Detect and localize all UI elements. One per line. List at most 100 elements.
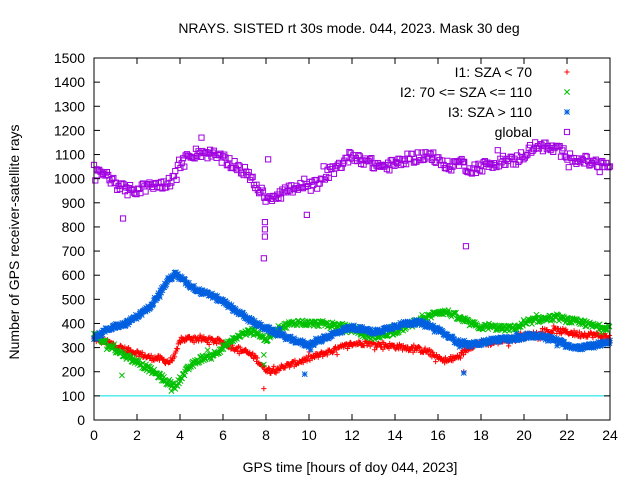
- series-1-point: [394, 342, 400, 348]
- series-4-point: [355, 152, 362, 159]
- series-1-point: [148, 352, 154, 358]
- series-4-point: [204, 155, 211, 162]
- series-4-outlier: [460, 158, 467, 165]
- series-4-point: [181, 163, 188, 170]
- series-1-point: [265, 365, 272, 371]
- series-4-point: [366, 156, 374, 163]
- series-1-point: [420, 349, 427, 356]
- series-4-point: [338, 164, 345, 171]
- series-4-point: [277, 195, 285, 202]
- plot-area: [90, 134, 614, 394]
- series-4-point: [231, 157, 238, 165]
- legend-marker: [564, 89, 570, 95]
- series-4-point: [418, 149, 425, 156]
- series-1-point: [174, 346, 181, 352]
- series-4-point: [444, 157, 451, 164]
- series-1-point: [203, 335, 209, 342]
- series-1-point: [430, 349, 436, 355]
- series-4-point: [368, 155, 375, 162]
- y-tick-label: 200: [62, 364, 86, 380]
- y-tick-label: 300: [62, 340, 86, 356]
- series-4-point: [583, 153, 590, 160]
- legend-marker: [564, 109, 570, 115]
- series-1-point: [433, 359, 439, 365]
- series-4-point: [559, 147, 566, 154]
- series-4-point: [346, 148, 353, 156]
- x-tick-label: 4: [176, 427, 184, 443]
- series-4-point: [479, 168, 486, 175]
- x-tick-label: 14: [387, 427, 403, 443]
- series-1-point: [457, 355, 464, 361]
- series-1-outlier: [261, 386, 267, 392]
- series-1-point: [271, 363, 277, 369]
- series-4-point: [259, 187, 267, 194]
- series-1-point: [594, 330, 600, 336]
- series-1-point: [557, 326, 564, 332]
- series-1-point: [460, 352, 467, 358]
- series-1-point: [273, 370, 279, 376]
- series-1-point: [433, 352, 439, 358]
- series-4-point: [210, 147, 218, 154]
- series-1-point: [417, 345, 423, 351]
- series-4-point: [222, 154, 229, 161]
- series-4-point: [448, 167, 455, 174]
- series-4-point: [142, 188, 149, 195]
- series-4-point: [426, 150, 433, 157]
- series-4-point: [124, 192, 131, 199]
- series-2-outlier: [118, 372, 125, 379]
- legend: I1: SZA < 70 I2: 70 <= SZA <= 110 I3: SZA …: [400, 64, 571, 140]
- series-2-point: [568, 319, 575, 326]
- series-2-point: [204, 347, 211, 354]
- series-4-point: [92, 177, 99, 184]
- series-1-point: [555, 326, 561, 332]
- series-2-outlier: [260, 361, 267, 368]
- series-4-point: [241, 163, 249, 171]
- series-4-point: [163, 184, 170, 191]
- series-1-point: [147, 355, 154, 361]
- series-4-point: [507, 153, 514, 160]
- x-tick-label: 22: [559, 427, 575, 443]
- series-1-point: [236, 351, 242, 357]
- series-4-point: [249, 173, 256, 180]
- legend-label: global: [495, 124, 532, 140]
- series-2-point: [148, 364, 155, 371]
- legend-label: I2: 70 <= SZA <= 110: [400, 84, 532, 100]
- series-4-point: [430, 149, 437, 156]
- series-1-point: [169, 358, 175, 364]
- series-1-point: [563, 326, 569, 332]
- series-2-outlier: [168, 388, 175, 394]
- series-2-point: [243, 332, 249, 339]
- x-tick-label: 8: [262, 427, 270, 443]
- series-2-points: [91, 307, 613, 394]
- series-3-outlier: [301, 371, 308, 378]
- series-3-point: [307, 346, 314, 353]
- series-4-point: [167, 183, 174, 190]
- y-tick-label: 1200: [54, 122, 85, 138]
- series-2-point: [136, 357, 143, 364]
- y-tick-label: 400: [62, 315, 86, 331]
- series-1-point: [292, 357, 298, 363]
- series-1-point: [396, 346, 402, 352]
- x-tick-label: 2: [133, 427, 141, 443]
- series-4-point: [557, 153, 565, 160]
- series-1-point: [192, 334, 198, 340]
- series-1-point: [128, 348, 134, 354]
- series-4-outlier: [265, 156, 272, 163]
- series-4-point: [298, 184, 305, 191]
- y-tick-label: 700: [62, 243, 86, 259]
- series-2-point: [442, 309, 449, 316]
- series-1-point: [431, 352, 437, 358]
- series-4-point: [218, 159, 225, 166]
- series-4-point: [596, 168, 603, 176]
- y-tick-label: 100: [62, 388, 86, 404]
- series-1-point: [590, 335, 596, 341]
- series-4-point: [605, 164, 612, 171]
- series-1-point: [174, 345, 180, 351]
- series-4-outlier: [462, 243, 470, 250]
- series-2-point: [550, 317, 557, 323]
- x-tick-label: 20: [516, 427, 532, 443]
- series-1-point: [177, 337, 183, 343]
- series-4-point: [517, 149, 525, 156]
- series-3-points: [91, 269, 613, 378]
- series-4-point: [248, 174, 255, 181]
